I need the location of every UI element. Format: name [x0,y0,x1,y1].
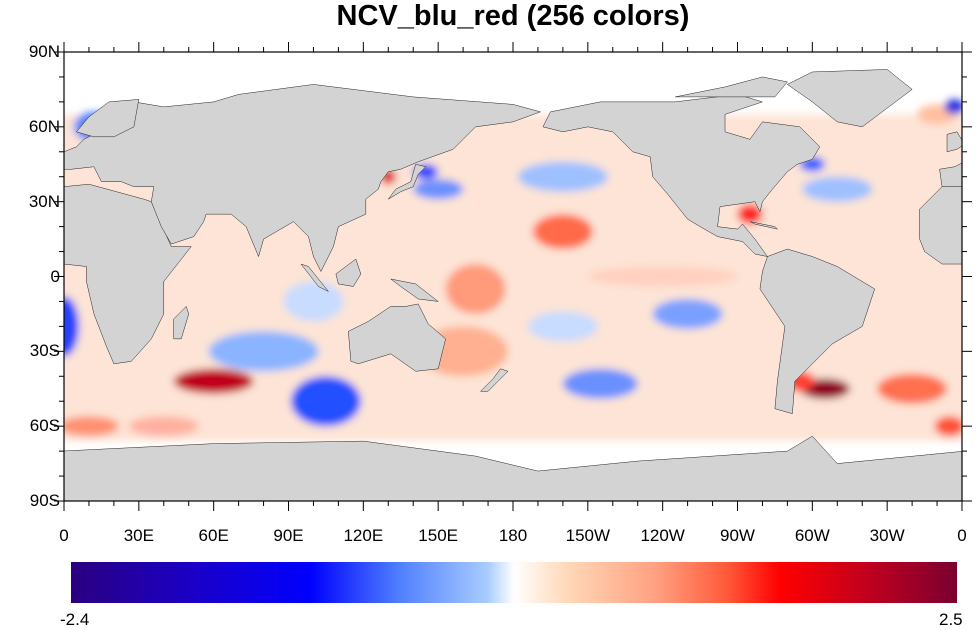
lon-label: 60W [794,526,830,545]
anomaly-region [173,368,254,394]
land-africa [64,183,192,365]
anomaly-region [802,176,873,202]
colorbar [71,562,957,603]
anomaly-region [290,376,361,427]
lat-label: 30N [28,191,60,211]
land-new-zealand [479,368,509,392]
lon-label: 120E [343,526,384,545]
lon-label: 60E [198,526,229,545]
anomaly-region [445,264,506,314]
land-antarctica [64,435,962,501]
plot-title: NCV_blu_red (256 colors) [336,0,690,32]
colorbar-min-label: -2.4 [60,610,90,629]
anomaly-region [587,266,738,287]
lon-label: 30E [123,526,154,545]
anomaly-region [562,368,638,399]
anomaly-region [517,161,608,192]
anomaly-region [283,281,344,322]
land-uk [946,131,962,153]
land-greenland [786,69,913,128]
lon-label: 0 [957,526,967,545]
lon-label: 0 [59,526,69,545]
anomaly-region [934,416,962,437]
lat-label: 0 [50,266,60,286]
land-cuba [749,221,779,230]
anomaly-region [652,298,723,329]
lon-label: 90E [273,526,304,545]
lon-label: 150E [418,526,459,545]
lon-label: 150W [565,526,611,545]
anomaly-region [532,214,593,250]
colorbar-max-label: 2.5 [939,610,963,629]
anomaly-region [527,311,598,342]
land-borneo [335,258,362,287]
land-africa-west [919,186,962,265]
anomaly-region [64,416,119,437]
lon-label: 180 [498,526,528,545]
land-north-america [542,94,821,257]
land-madagascar [173,305,189,340]
lat-label: 60N [28,116,60,136]
lon-label: 120W [640,526,685,545]
lat-label: 30S [29,341,60,361]
land-europe-west [939,162,962,187]
anomaly-region [944,99,962,115]
land-sumatra [300,263,329,292]
anomaly-region [208,331,319,372]
land-canadian-islands [675,76,788,98]
land-eurasia [64,84,542,273]
anomaly-region [64,296,79,357]
axis-ticks [54,42,972,511]
land-japan [388,163,427,200]
anomaly-region [128,416,199,437]
lon-label: 30W [869,526,905,545]
lon-label: 90W [720,526,755,545]
land-masses [64,69,962,501]
anomaly-region [877,373,948,404]
anomaly-region [413,179,464,200]
land-australia [348,303,446,372]
land-scandinavia [76,99,140,138]
lat-label: 60S [29,416,60,436]
land-new-guinea [390,278,440,302]
lat-label: 90S [29,491,60,510]
lat-label: 90N [28,42,60,61]
land-south-america [759,248,875,415]
anomaly-region [737,204,763,225]
